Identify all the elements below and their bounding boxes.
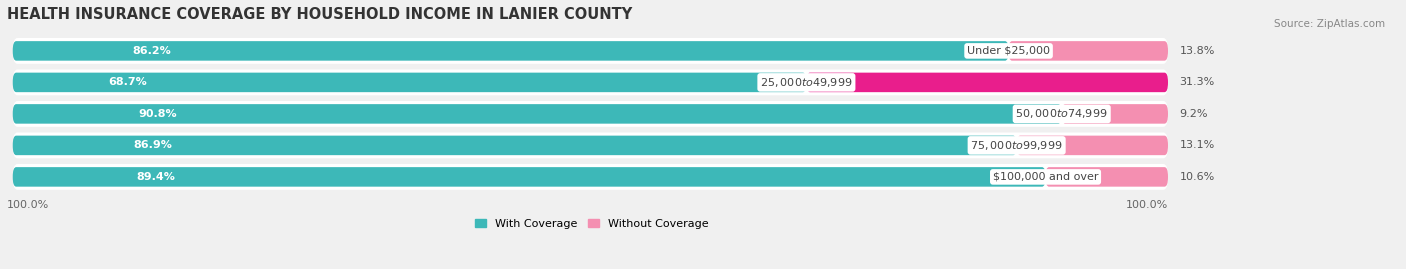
Text: 100.0%: 100.0%	[1126, 200, 1168, 210]
FancyBboxPatch shape	[13, 133, 1168, 158]
Text: $50,000 to $74,999: $50,000 to $74,999	[1015, 107, 1108, 121]
FancyBboxPatch shape	[1046, 167, 1168, 187]
FancyBboxPatch shape	[13, 136, 1017, 155]
Text: 86.2%: 86.2%	[132, 46, 172, 56]
FancyBboxPatch shape	[13, 104, 1062, 124]
Text: 13.8%: 13.8%	[1180, 46, 1215, 56]
Text: $25,000 to $49,999: $25,000 to $49,999	[761, 76, 852, 89]
FancyBboxPatch shape	[1017, 136, 1168, 155]
FancyBboxPatch shape	[13, 101, 1168, 127]
Text: HEALTH INSURANCE COVERAGE BY HOUSEHOLD INCOME IN LANIER COUNTY: HEALTH INSURANCE COVERAGE BY HOUSEHOLD I…	[7, 7, 633, 22]
FancyBboxPatch shape	[13, 69, 1168, 95]
FancyBboxPatch shape	[13, 73, 807, 92]
Text: 13.1%: 13.1%	[1180, 140, 1215, 150]
FancyBboxPatch shape	[1008, 41, 1168, 61]
Text: $75,000 to $99,999: $75,000 to $99,999	[970, 139, 1063, 152]
FancyBboxPatch shape	[13, 164, 1168, 190]
FancyBboxPatch shape	[1062, 104, 1168, 124]
FancyBboxPatch shape	[807, 73, 1168, 92]
Text: 89.4%: 89.4%	[136, 172, 176, 182]
FancyBboxPatch shape	[13, 41, 1008, 61]
FancyBboxPatch shape	[13, 38, 1168, 64]
Legend: With Coverage, Without Coverage: With Coverage, Without Coverage	[470, 214, 713, 233]
Text: $100,000 and over: $100,000 and over	[993, 172, 1098, 182]
Text: 68.7%: 68.7%	[108, 77, 146, 87]
Text: 86.9%: 86.9%	[134, 140, 172, 150]
Text: Under $25,000: Under $25,000	[967, 46, 1050, 56]
Text: 100.0%: 100.0%	[7, 200, 49, 210]
Text: 10.6%: 10.6%	[1180, 172, 1215, 182]
Text: 9.2%: 9.2%	[1180, 109, 1208, 119]
Text: Source: ZipAtlas.com: Source: ZipAtlas.com	[1274, 19, 1385, 29]
Text: 90.8%: 90.8%	[139, 109, 177, 119]
Text: 31.3%: 31.3%	[1180, 77, 1215, 87]
FancyBboxPatch shape	[13, 167, 1046, 187]
